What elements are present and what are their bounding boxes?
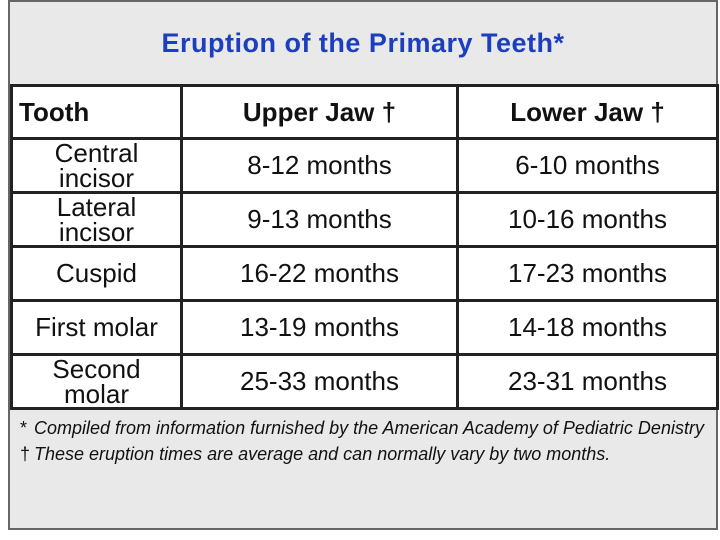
header-cell: Lower Jaw † [456,84,719,140]
header-cell: Upper Jaw † [180,84,459,140]
table-cell: First molar [10,299,183,356]
table-row: Central incisor 8-12 months 6-10 months [10,137,719,194]
table-row: Second molar 25-33 months 23-31 months [10,353,719,410]
footnote: † These eruption times are average and ca… [20,444,706,464]
table-cell: 10-16 months [456,191,719,248]
table-row: Lateral incisor 9-13 months 10-16 months [10,191,719,248]
table-cell: 16-22 months [180,245,459,302]
footnote-mark: * [20,418,28,438]
footnote-text: Compiled from information furnished by t… [34,418,704,438]
table-cell: 23-31 months [456,353,719,410]
table-row: Cuspid 16-22 months 17-23 months [10,245,719,302]
table-cell: 25-33 months [180,353,459,410]
footnote-mark: † [20,444,31,464]
footnotes: * Compiled from information furnished by … [10,410,716,464]
title: Eruption of the Primary Teeth* [161,27,565,58]
table-cell: 8-12 months [180,137,459,194]
footnote: * Compiled from information furnished by … [20,418,706,438]
slide: Eruption of the Primary Teeth* Tooth Uppe… [8,0,719,530]
table-cell: Second molar [10,353,183,410]
table-row: First molar 13-19 months 14-18 months [10,299,719,356]
footnote-text: These eruption times are average and can… [34,444,611,464]
table-cell: 6-10 months [456,137,719,194]
table-cell: Central incisor [10,137,183,194]
eruption-table: Tooth Upper Jaw † Lower Jaw † Central inci… [10,84,719,410]
table-cell: 17-23 months [456,245,719,302]
table-cell: 14-18 months [456,299,719,356]
table-cell: Cuspid [10,245,183,302]
table-body: Central incisor 8-12 months 6-10 months Lat… [10,137,719,410]
header-cell: Tooth [10,84,183,140]
table-cell: Lateral incisor [10,191,183,248]
header-row: Tooth Upper Jaw † Lower Jaw † [10,84,719,140]
table-cell: 13-19 months [180,299,459,356]
table-cell: 9-13 months [180,191,459,248]
